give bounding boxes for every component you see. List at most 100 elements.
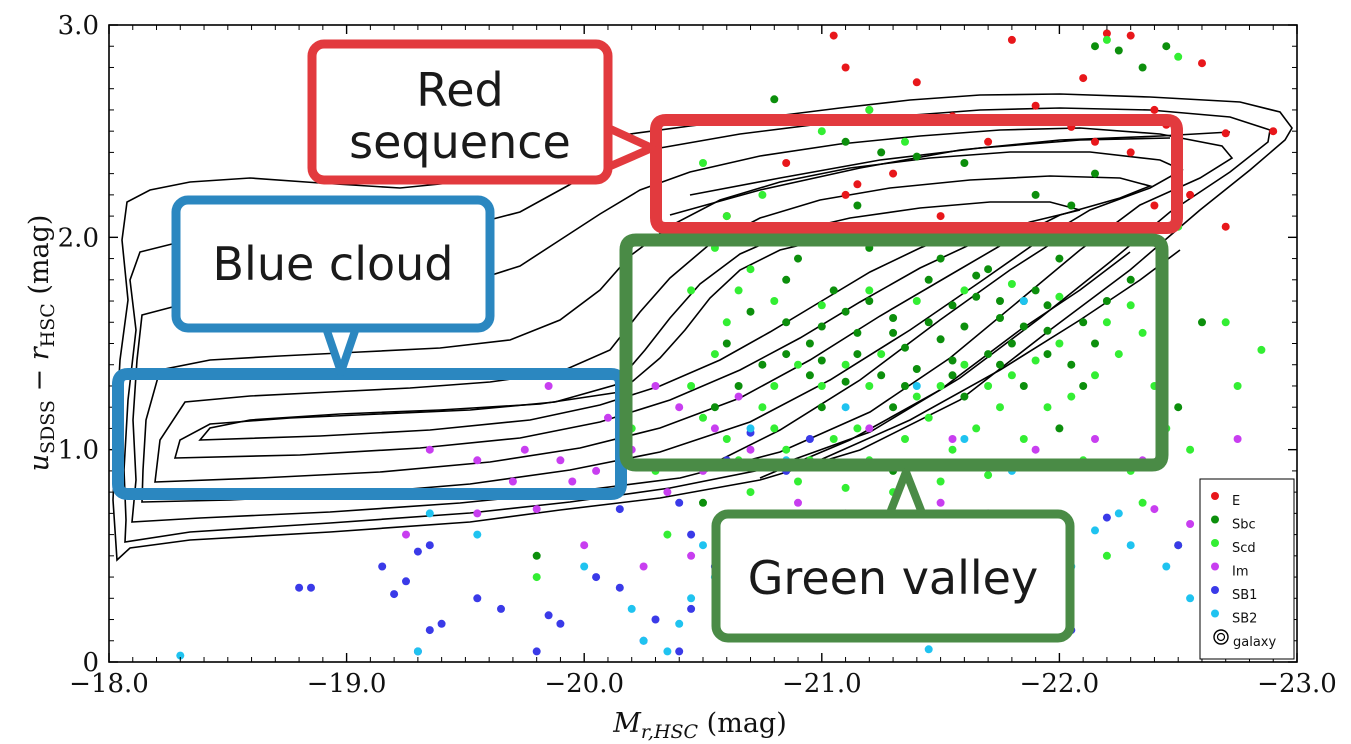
point-im-26 <box>1233 435 1242 443</box>
point-e-18 <box>984 137 993 146</box>
point-e-5 <box>912 78 921 87</box>
point-im-12 <box>710 424 719 433</box>
point-scd-59 <box>984 382 993 390</box>
point-im-7 <box>520 445 529 454</box>
point-sbc-30 <box>996 314 1004 322</box>
point-scd-1 <box>1174 52 1183 61</box>
point-sbc-39 <box>758 360 767 369</box>
point-sbc-63 <box>996 297 1004 305</box>
point-sbc-76 <box>1079 382 1088 390</box>
point-im-19 <box>948 435 957 443</box>
x-tick-label-1: −19.0 <box>307 669 387 699</box>
point-sbc-18 <box>972 292 981 301</box>
callout-blue-cloud: Blue cloud <box>112 195 627 500</box>
point-sbc-22 <box>841 307 850 316</box>
point-e-21 <box>1150 105 1159 114</box>
point-scd-40 <box>1186 445 1195 454</box>
point-scd-47 <box>841 483 850 492</box>
point-sb1-9 <box>473 594 482 603</box>
point-e-20 <box>1091 137 1099 146</box>
point-e-7 <box>1079 74 1088 83</box>
point-scd-52 <box>817 382 826 390</box>
point-scd-54 <box>865 382 874 390</box>
point-sb1-16 <box>687 604 696 613</box>
contour-diag-1 <box>699 237 1061 471</box>
point-sb1-14 <box>615 583 624 592</box>
point-sbc-53 <box>699 498 707 507</box>
point-im-15 <box>663 488 672 497</box>
point-e-23 <box>841 190 850 199</box>
galaxy-contours <box>112 93 1293 562</box>
point-sbc-8 <box>912 152 921 161</box>
legend-marker-sbc <box>1211 515 1219 524</box>
point-scd-30 <box>972 424 981 433</box>
point-sbc-46 <box>1019 382 1028 390</box>
point-scd-34 <box>1067 392 1076 401</box>
point-sbc-37 <box>841 377 850 386</box>
point-scd-7 <box>699 159 707 167</box>
point-scd-16 <box>687 382 696 390</box>
point-sbc-2 <box>1162 42 1171 51</box>
point-scd-70 <box>817 301 826 310</box>
point-sb2-17 <box>841 403 850 412</box>
legend-items: E Sbc Scd Im SB1 SB2 galaxy <box>1211 492 1276 650</box>
x-tick-label-5: −23.0 <box>1257 669 1337 699</box>
point-sbc-24 <box>782 350 791 359</box>
point-im-2 <box>568 477 577 486</box>
point-sb2-9 <box>687 594 696 603</box>
point-scd-85 <box>663 530 672 539</box>
point-sb1-33 <box>532 647 541 656</box>
point-e-16 <box>853 180 862 189</box>
y-axis-title-minus: − <box>24 360 55 400</box>
legend-marker-sb1 <box>1211 586 1219 594</box>
point-sbc-64 <box>1043 301 1052 310</box>
point-sbc-42 <box>722 339 731 348</box>
callout-red-region <box>650 114 1183 234</box>
callout-blue-pointer <box>322 326 360 376</box>
point-sb2-1 <box>425 509 434 518</box>
x-axis-title-main: M <box>612 708 642 739</box>
point-sb1-39 <box>687 530 696 539</box>
point-sb2-28 <box>1126 541 1135 550</box>
point-e-26 <box>1269 127 1278 136</box>
point-sbc-45 <box>960 392 969 401</box>
point-sb2-0 <box>176 651 185 660</box>
point-scd-65 <box>1055 292 1064 301</box>
point-sb2-22 <box>1091 526 1099 535</box>
point-sbc-3 <box>1138 63 1147 72</box>
point-scd-15 <box>710 350 719 359</box>
y-axis-title-u: u <box>24 454 55 471</box>
point-scd-63 <box>1102 318 1111 327</box>
point-sbc-59 <box>829 286 838 295</box>
point-sbc-43 <box>817 403 826 412</box>
point-sb1-1 <box>413 547 422 556</box>
point-e-24 <box>1150 201 1159 210</box>
point-sbc-69 <box>746 307 755 316</box>
legend-label-sbc: Sbc <box>1232 518 1256 533</box>
point-im-11 <box>675 403 684 412</box>
point-e-17 <box>782 159 791 167</box>
point-scd-78 <box>1102 551 1111 560</box>
y-axis-title: uSDSS − rHSC (mag) <box>24 215 59 472</box>
point-im-23 <box>1150 505 1159 514</box>
point-sb2-5 <box>627 604 636 613</box>
point-scd-53 <box>841 360 850 369</box>
point-im-17 <box>734 392 743 401</box>
point-sbc-28 <box>936 335 945 344</box>
point-sbc-31 <box>1043 326 1052 335</box>
point-sbc-56 <box>1174 403 1183 412</box>
legend-label-scd: Scd <box>1232 541 1256 556</box>
y-tick-label-2: 2.0 <box>58 223 99 253</box>
point-sbc-16 <box>984 265 993 274</box>
point-scd-2 <box>865 105 874 114</box>
contour-diag-3 <box>819 249 1181 461</box>
y-axis-title-unit: (mag) <box>24 215 55 304</box>
point-e-4 <box>1198 59 1206 68</box>
point-scd-31 <box>996 403 1004 412</box>
point-scd-75 <box>1233 382 1242 390</box>
point-scd-36 <box>1114 350 1123 359</box>
point-sb2-29 <box>1186 594 1195 603</box>
point-e-2 <box>1102 29 1111 38</box>
callout-green-region <box>619 233 1169 472</box>
